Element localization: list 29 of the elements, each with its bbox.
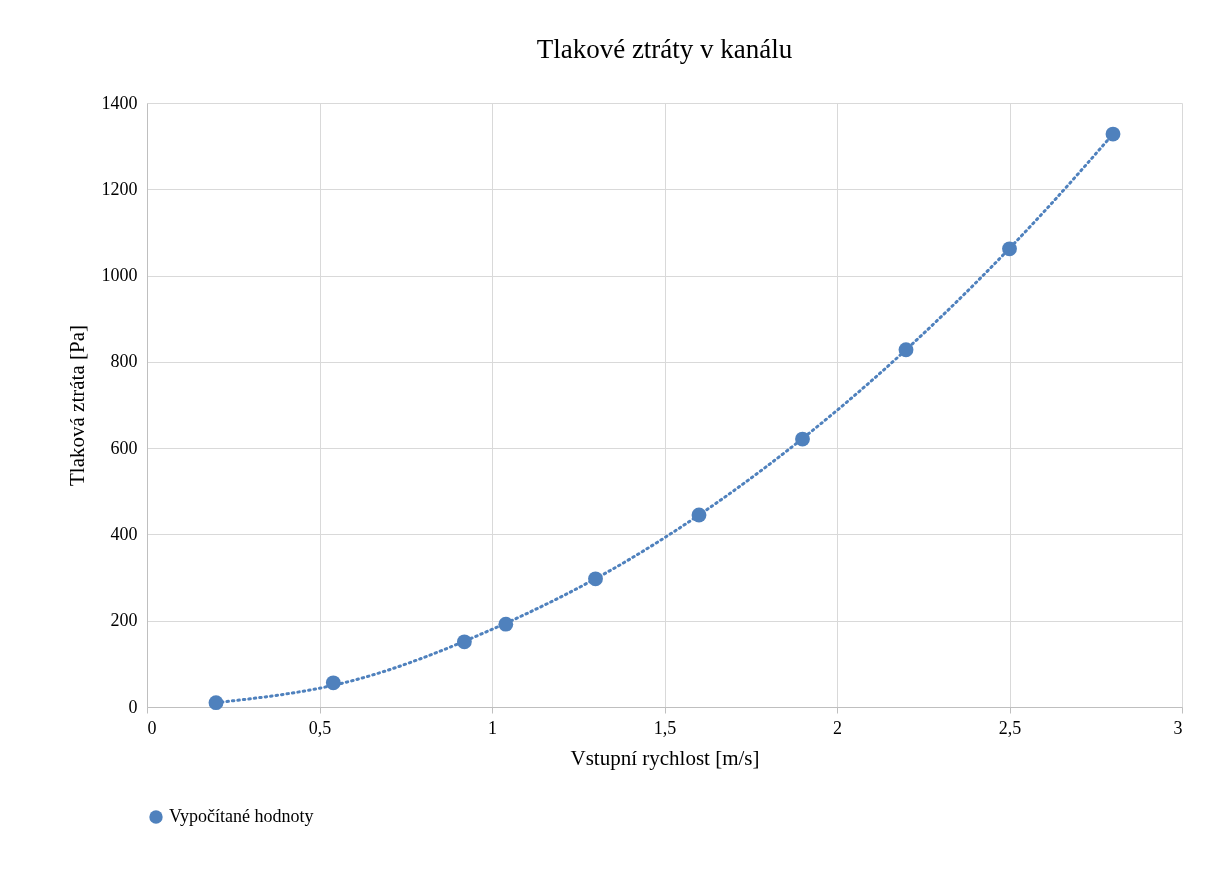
point	[588, 571, 603, 587]
chart-title: Tlakové ztráty v kanálu	[536, 34, 793, 64]
point	[498, 616, 514, 632]
y-tick-label: 1400	[101, 92, 138, 113]
point	[795, 431, 810, 447]
point	[898, 342, 914, 358]
x-tick-label: 0	[147, 717, 157, 738]
x-tick-label: 1,5	[653, 717, 677, 738]
y-tick-label: 800	[110, 351, 138, 372]
y-tick-label: 400	[110, 523, 138, 544]
y-axis-title: Tlaková ztráta [Pa]	[64, 325, 89, 486]
y-tick-label: 1200	[101, 178, 138, 199]
x-axis-title: Vstupní rychlost [m/s]	[570, 745, 760, 770]
x-tick-label: 0,5	[308, 717, 332, 738]
point	[1002, 241, 1017, 257]
point	[208, 695, 224, 711]
x-tick-label: 2,5	[998, 717, 1022, 738]
y-tick-label: 600	[110, 437, 138, 458]
x-tick-label: 3	[1173, 717, 1183, 738]
point	[325, 675, 341, 691]
legend-label: Vypočítané hodnoty	[169, 806, 314, 826]
y-tick-label: 0	[128, 696, 138, 717]
y-tick-label: 1000	[101, 265, 138, 286]
y-tick-label: 200	[110, 610, 138, 631]
point	[456, 634, 472, 650]
point	[691, 507, 707, 523]
point	[1105, 126, 1121, 142]
x-tick-label: 2	[833, 717, 842, 738]
x-tick-label: 1	[488, 717, 497, 738]
